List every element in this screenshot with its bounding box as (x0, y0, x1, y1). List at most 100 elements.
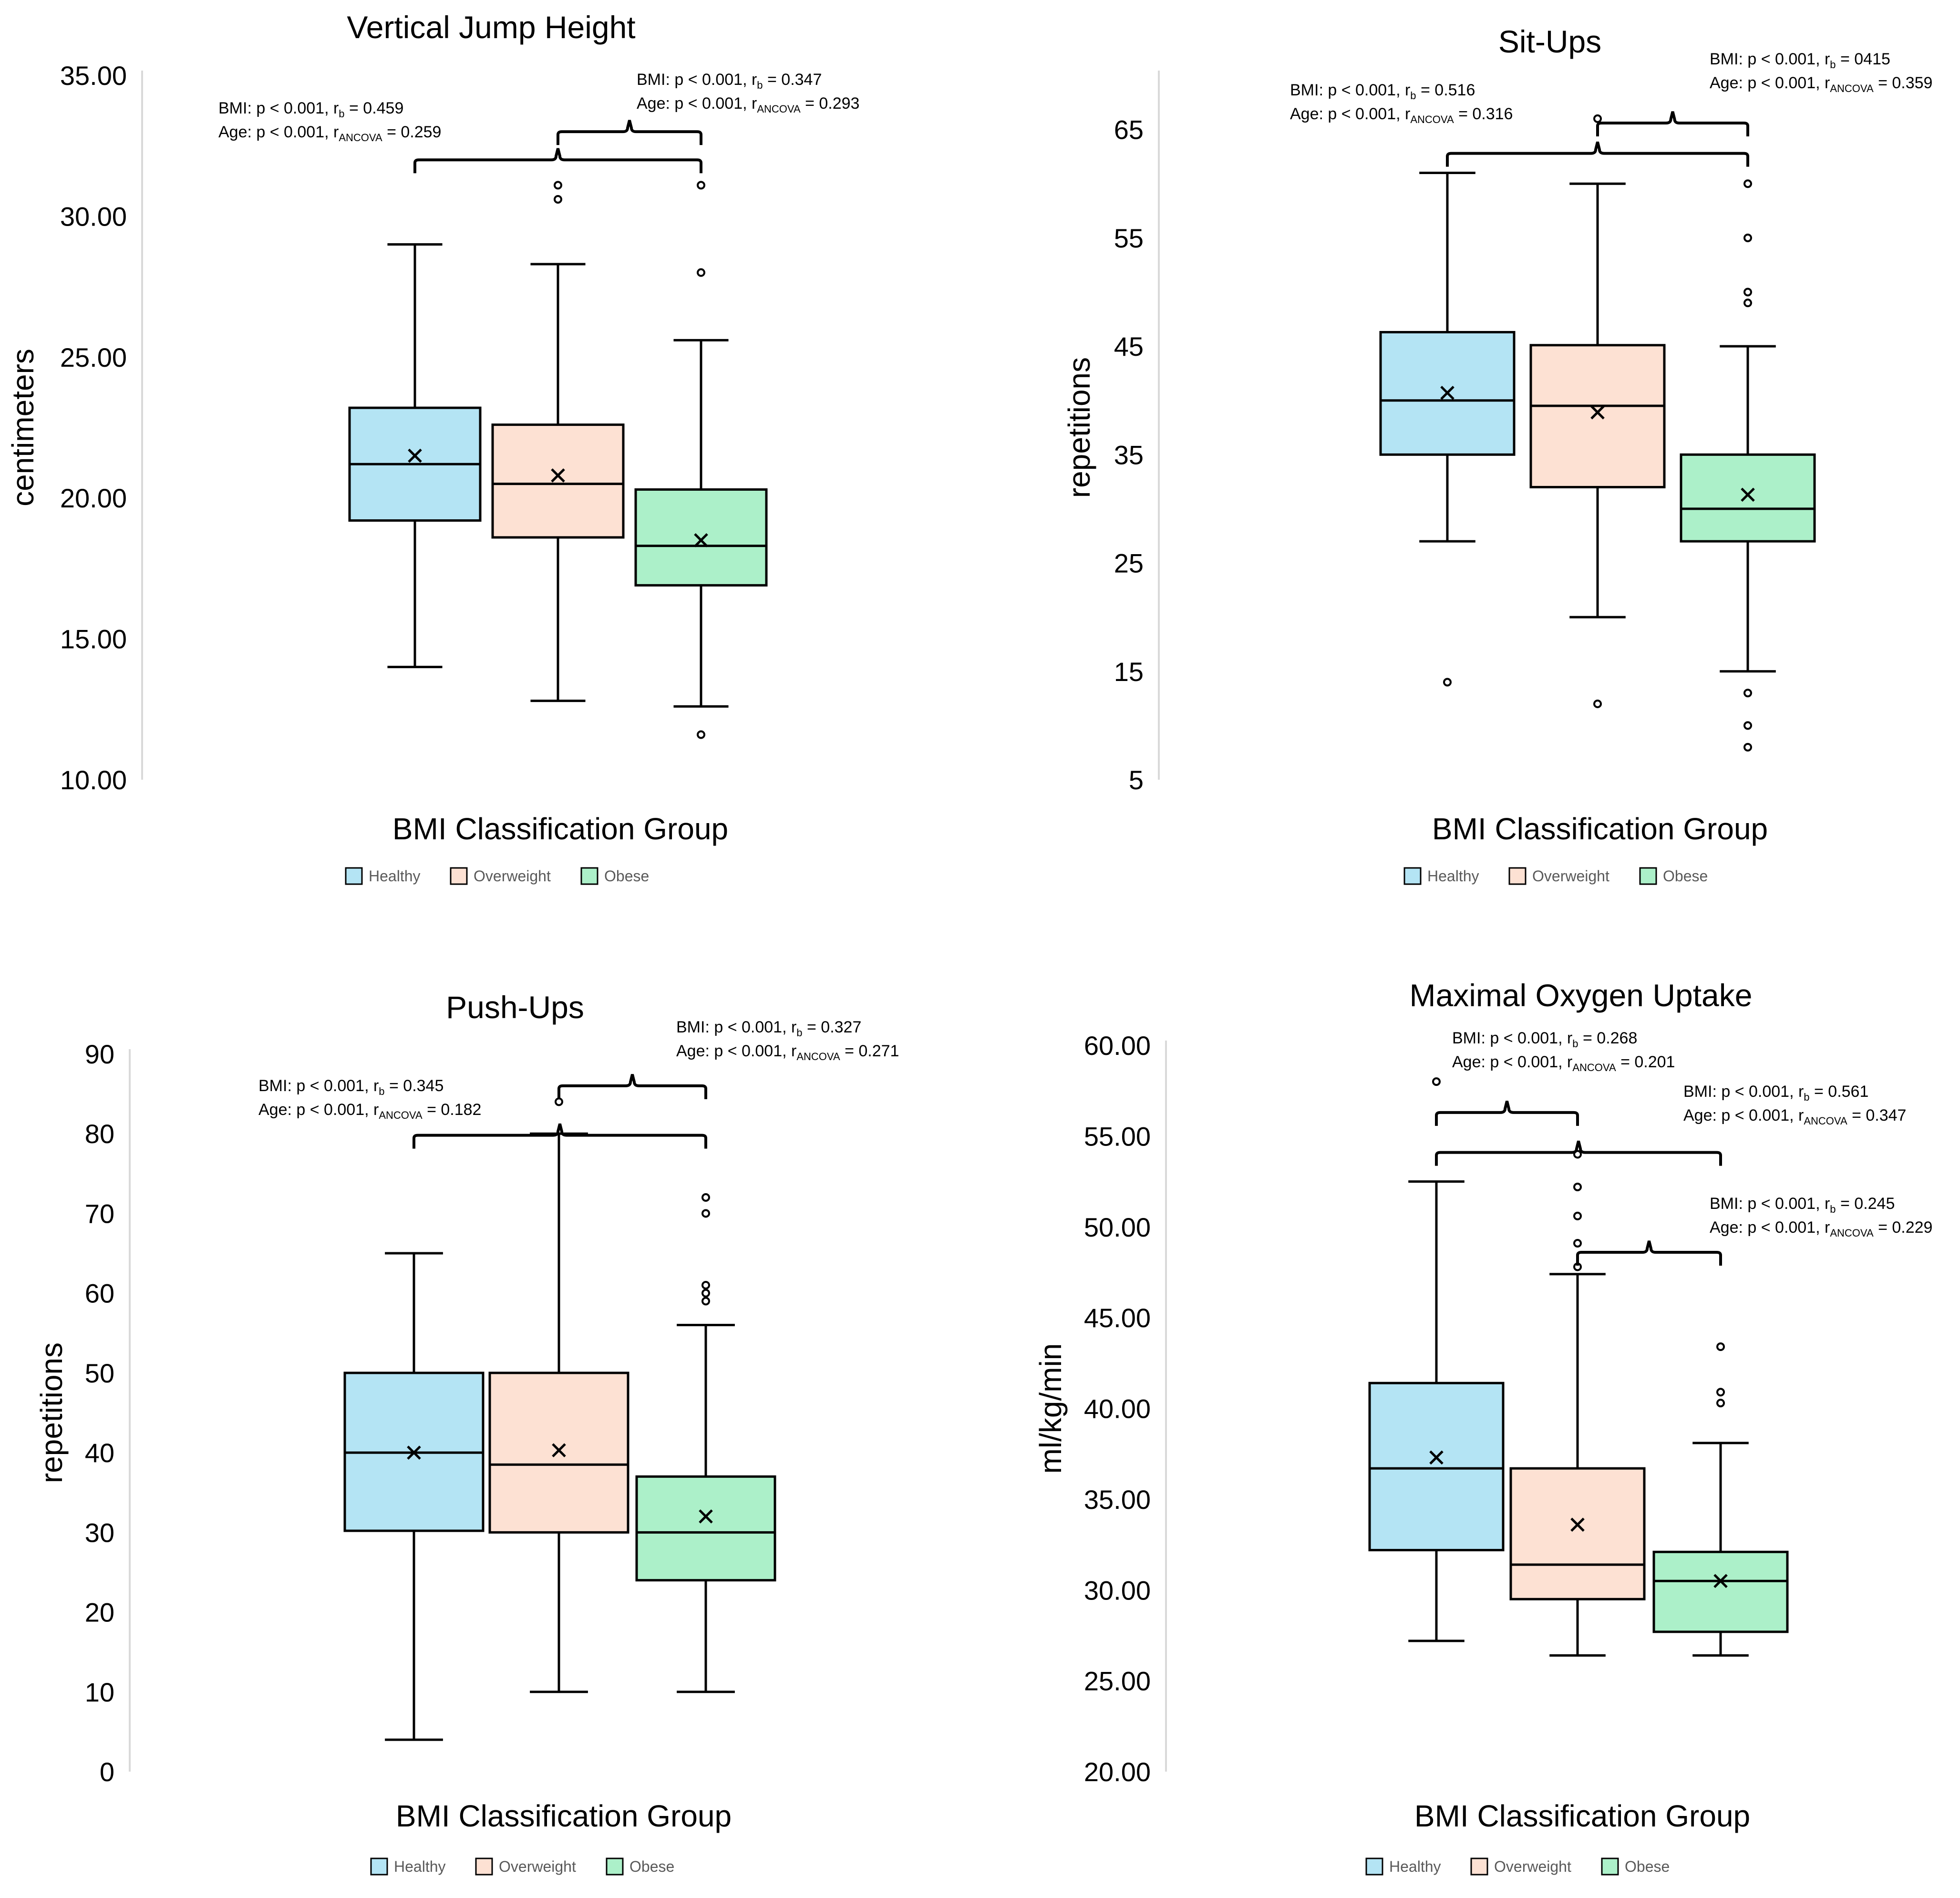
y-tick-label: 30 (85, 1517, 114, 1547)
legend-swatch (345, 867, 363, 885)
mean-marker (552, 1443, 566, 1457)
legend-item-overweight: Overweight (475, 1857, 576, 1876)
bracket (1446, 141, 1749, 167)
legend-label: Overweight (1494, 1858, 1571, 1875)
significance-annotation: BMI: p < 0.001, rb = 0.245 Age: p < 0.001… (1576, 1195, 1932, 1266)
outlier-point (1573, 1211, 1582, 1220)
outlier-point (1593, 114, 1602, 123)
legend-item-overweight: Overweight (1508, 867, 1609, 885)
mean-marker (1570, 1517, 1585, 1532)
legend-swatch (1508, 867, 1527, 885)
legend-item-obese: Obese (1639, 867, 1708, 885)
x-axis-label: BMI Classification Group (1414, 1799, 1750, 1833)
outlier-point (697, 268, 705, 277)
y-tick-label: 65 (1114, 115, 1144, 145)
box-iqr (1652, 1550, 1789, 1633)
y-tick-label: 30.00 (60, 201, 127, 231)
y-tick-label: 35 (1114, 440, 1144, 470)
legend-swatch (1639, 867, 1657, 885)
y-tick-label: 0 (100, 1757, 114, 1787)
y-axis-label: repetitions (34, 1342, 69, 1483)
box-iqr (635, 1475, 776, 1582)
mean-marker (407, 1445, 421, 1460)
significance-annotation: BMI: p < 0.001, rb = 0.561 Age: p < 0.001… (1435, 1083, 1906, 1166)
mean-marker-stroke (1570, 1517, 1585, 1532)
significance-annotation: BMI: p < 0.001, rb = 0.516 Age: p < 0.001… (1290, 81, 1749, 167)
outlier-point (701, 1297, 710, 1306)
annotation-line: Age: p < 0.001, rANCOVA = 0.359 (1710, 74, 1932, 94)
outlier-point (701, 1280, 710, 1289)
legend-label: Healthy (1427, 867, 1479, 885)
legend-label: Obese (1625, 1858, 1670, 1875)
legend-item-obese: Obese (580, 867, 649, 885)
annotation-line: BMI: p < 0.001, rb = 0.459 (218, 99, 403, 120)
legend-label: Healthy (369, 867, 421, 885)
mean-marker-stroke (1741, 487, 1755, 502)
y-tick-label: 60.00 (1084, 1031, 1151, 1061)
mean-marker (551, 468, 565, 483)
legend-swatch (370, 1857, 388, 1876)
bracket (413, 148, 702, 174)
outlier-point (1743, 299, 1752, 308)
mean-marker (1440, 386, 1455, 400)
y-tick-label: 50.00 (1084, 1212, 1151, 1242)
outlier-point (1432, 1077, 1441, 1086)
annotation-line: BMI: p < 0.001, rb = 0415 (1710, 50, 1890, 71)
legend-swatch (606, 1857, 624, 1876)
y-tick-label: 45 (1114, 331, 1144, 361)
bracket (413, 1123, 707, 1149)
box-overweight (1529, 114, 1666, 708)
box-iqr (1529, 344, 1666, 488)
y-tick-label: 25 (1114, 548, 1144, 578)
mean-marker-stroke (408, 448, 422, 463)
y-tick-label: 55.00 (1084, 1121, 1151, 1151)
chart-panel-3: Push-Ups 0 10 20 30 40 50 60 70 80 90 repetitions BM… (34, 990, 899, 1876)
significance-annotation: BMI: p < 0.001, rb = 0.345 Age: p < 0.001… (258, 1077, 707, 1149)
annotation-line: BMI: p < 0.001, rb = 0.245 (1710, 1195, 1895, 1215)
significance-annotation: BMI: p < 0.001, rb = 0.347 Age: p < 0.001… (557, 71, 859, 145)
legend-swatch (1601, 1857, 1619, 1876)
legend-label: Obese (604, 867, 649, 885)
box-overweight (491, 181, 625, 702)
legend: Healthy Overweight Obese (1365, 1857, 1670, 1876)
outlier-point (1743, 689, 1752, 698)
annotation-line: Age: p < 0.001, rANCOVA = 0.316 (1290, 105, 1513, 125)
outlier-point (554, 195, 562, 204)
y-tick-label: 40.00 (1084, 1394, 1151, 1424)
y-tick-label: 45.00 (1084, 1303, 1151, 1333)
y-axis-label: ml/kg/min (1033, 1343, 1068, 1474)
legend: Healthy Overweight Obese (1403, 867, 1708, 885)
box-overweight (1509, 1150, 1646, 1657)
box-overweight (488, 1097, 629, 1693)
box-healthy (348, 243, 482, 669)
mean-marker-stroke (1590, 405, 1605, 420)
y-tick-label: 10 (85, 1677, 114, 1707)
chart-title: Vertical Jump Height (347, 10, 635, 45)
outlier-point (1716, 1388, 1725, 1397)
legend-label: Overweight (499, 1858, 576, 1875)
annotation-line: Age: p < 0.001, rANCOVA = 0.229 (1710, 1218, 1932, 1239)
mean-marker (1590, 405, 1605, 420)
y-tick-label: 15.00 (60, 624, 127, 654)
legend-item-obese: Obese (606, 1857, 674, 1876)
chart-panel-4: Maximal Oxygen Uptake 20.00 25.00 30.00 35.0… (1033, 978, 1932, 1876)
y-tick-label: 25.00 (60, 342, 127, 372)
mean-marker-stroke (699, 1509, 713, 1524)
significance-annotation: BMI: p < 0.001, rb = 0.459 Age: p < 0.001… (218, 99, 702, 174)
bracket (1576, 1240, 1722, 1266)
mean-marker-stroke (407, 1445, 421, 1460)
box-iqr (491, 423, 625, 539)
legend-item-healthy: Healthy (1365, 1857, 1441, 1876)
outlier-point (1743, 179, 1752, 188)
y-tick-label: 20.00 (60, 483, 127, 513)
legend-label: Healthy (1389, 1858, 1441, 1875)
box-iqr (1680, 453, 1816, 543)
outlier-point (1743, 721, 1752, 730)
y-tick-label: 50 (85, 1358, 114, 1388)
box-iqr (1368, 1382, 1505, 1551)
mean-marker (1741, 487, 1755, 502)
legend: Healthy Overweight Obese (345, 867, 649, 885)
box-healthy (1379, 172, 1516, 687)
legend-label: Obese (1663, 867, 1708, 885)
